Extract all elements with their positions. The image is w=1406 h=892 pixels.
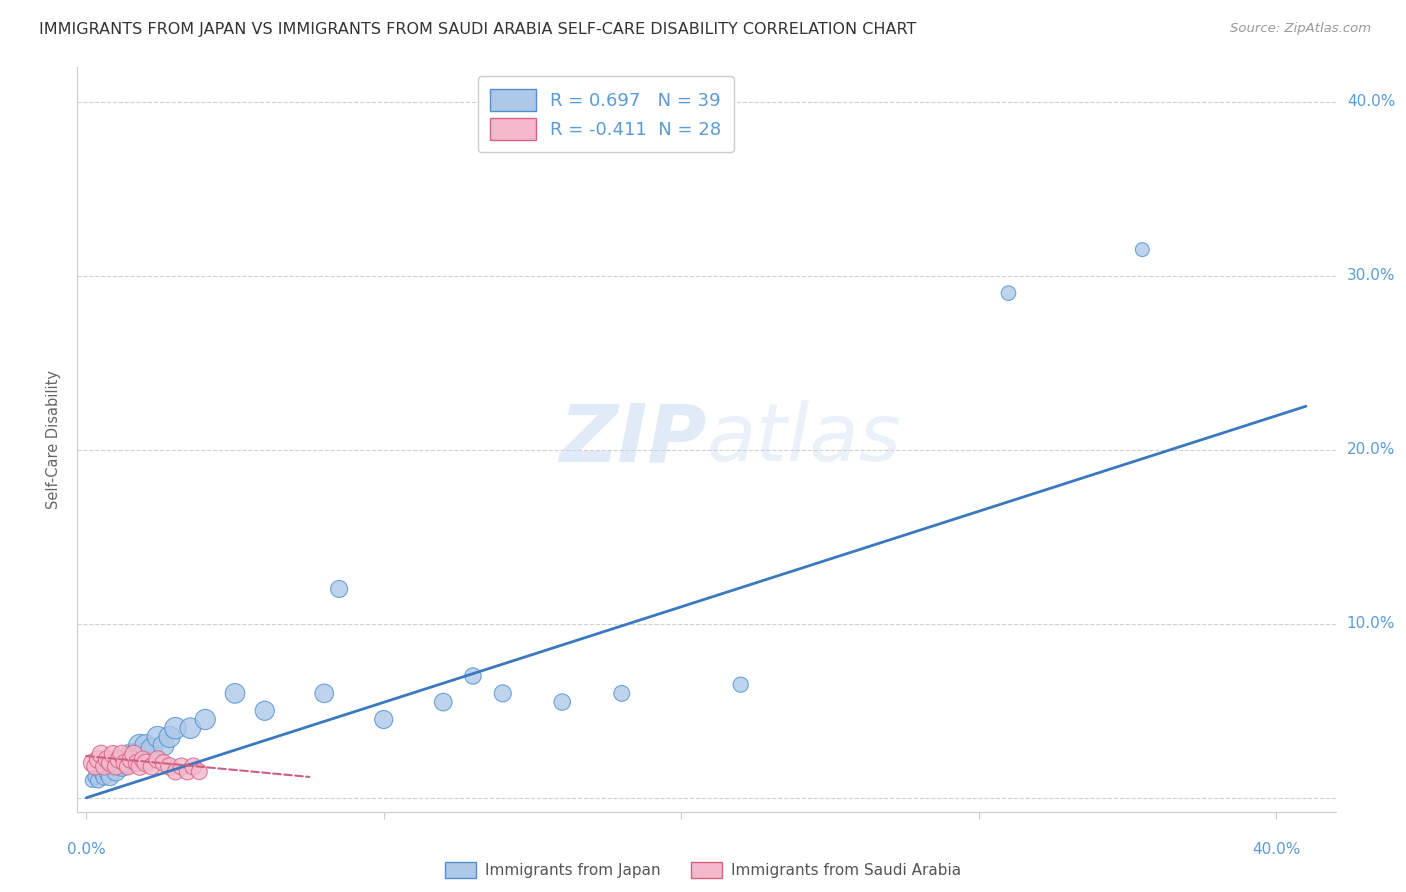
Point bbox=[159, 759, 181, 773]
Point bbox=[194, 713, 217, 727]
Point bbox=[101, 759, 124, 773]
Point bbox=[170, 759, 193, 773]
Point bbox=[101, 747, 124, 762]
Y-axis label: Self-Care Disability: Self-Care Disability bbox=[46, 370, 62, 508]
Point bbox=[132, 747, 155, 762]
Point bbox=[98, 770, 121, 784]
Point bbox=[117, 756, 139, 770]
Text: 10.0%: 10.0% bbox=[1347, 616, 1395, 632]
Point bbox=[117, 759, 139, 773]
Point bbox=[114, 752, 136, 766]
Point bbox=[146, 730, 169, 744]
Point bbox=[551, 695, 574, 709]
Point bbox=[253, 704, 276, 718]
Point bbox=[122, 752, 145, 766]
Text: 40.0%: 40.0% bbox=[1251, 842, 1301, 857]
Point bbox=[132, 752, 155, 766]
Text: Source: ZipAtlas.com: Source: ZipAtlas.com bbox=[1230, 22, 1371, 36]
Point bbox=[96, 764, 118, 779]
Point bbox=[328, 582, 350, 596]
Point bbox=[1130, 243, 1153, 257]
Point bbox=[90, 764, 112, 779]
Point bbox=[84, 759, 107, 773]
Point bbox=[128, 739, 150, 753]
Point bbox=[135, 756, 157, 770]
Point bbox=[125, 747, 148, 762]
Point bbox=[105, 759, 128, 773]
Point bbox=[224, 686, 246, 700]
Point bbox=[84, 770, 107, 784]
Point bbox=[314, 686, 336, 700]
Point bbox=[108, 752, 131, 766]
Point bbox=[120, 747, 142, 762]
Text: atlas: atlas bbox=[707, 401, 901, 478]
Point bbox=[120, 752, 142, 766]
Point bbox=[105, 764, 128, 779]
Text: 30.0%: 30.0% bbox=[1347, 268, 1395, 284]
Text: IMMIGRANTS FROM JAPAN VS IMMIGRANTS FROM SAUDI ARABIA SELF-CARE DISABILITY CORRE: IMMIGRANTS FROM JAPAN VS IMMIGRANTS FROM… bbox=[39, 22, 917, 37]
Text: 0.0%: 0.0% bbox=[67, 842, 105, 857]
Point bbox=[432, 695, 454, 709]
Point bbox=[141, 759, 163, 773]
Point bbox=[610, 686, 633, 700]
Point bbox=[997, 286, 1019, 301]
Point bbox=[87, 752, 110, 766]
Point bbox=[93, 770, 115, 784]
Point bbox=[730, 678, 752, 692]
Point bbox=[492, 686, 515, 700]
Point bbox=[152, 739, 174, 753]
Text: ZIP: ZIP bbox=[560, 401, 707, 478]
Point bbox=[461, 669, 484, 683]
Point bbox=[135, 739, 157, 753]
Point bbox=[128, 759, 150, 773]
Point bbox=[93, 759, 115, 773]
Legend: R = 0.697   N = 39, R = -0.411  N = 28: R = 0.697 N = 39, R = -0.411 N = 28 bbox=[478, 76, 734, 153]
Point bbox=[82, 756, 104, 770]
Point bbox=[152, 756, 174, 770]
Point bbox=[98, 756, 121, 770]
Point bbox=[141, 742, 163, 756]
Point bbox=[373, 713, 395, 727]
Point bbox=[111, 759, 134, 773]
Point bbox=[165, 764, 187, 779]
Point bbox=[183, 759, 205, 773]
Point bbox=[188, 764, 211, 779]
Point bbox=[82, 773, 104, 788]
Text: 20.0%: 20.0% bbox=[1347, 442, 1395, 458]
Text: 40.0%: 40.0% bbox=[1347, 95, 1395, 109]
Point bbox=[87, 773, 110, 788]
Point bbox=[114, 756, 136, 770]
Point bbox=[176, 764, 198, 779]
Point bbox=[179, 721, 201, 735]
Point bbox=[96, 752, 118, 766]
Point bbox=[159, 730, 181, 744]
Point bbox=[125, 756, 148, 770]
Legend: Immigrants from Japan, Immigrants from Saudi Arabia: Immigrants from Japan, Immigrants from S… bbox=[439, 856, 967, 884]
Point bbox=[111, 747, 134, 762]
Point bbox=[90, 747, 112, 762]
Point bbox=[108, 756, 131, 770]
Point bbox=[165, 721, 187, 735]
Point bbox=[122, 747, 145, 762]
Point bbox=[146, 752, 169, 766]
